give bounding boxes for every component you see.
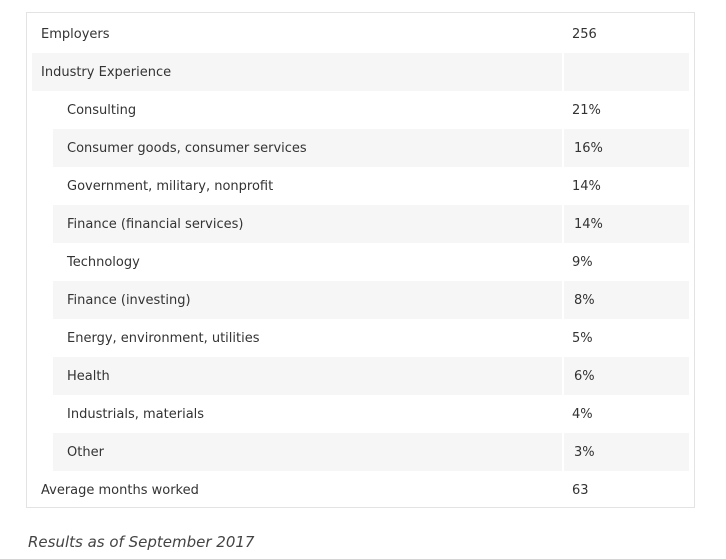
row-label: Technology [67,254,140,270]
table-row-other: Other 3% [32,433,689,471]
row-label: Industry Experience [32,53,562,91]
row-value: 8% [562,281,689,319]
row-value: 14% [562,205,689,243]
row-value: 6% [562,357,689,395]
row-label: Average months worked [41,482,199,498]
employment-stats-table: Employers 256 Industry Experience Consul… [26,12,695,508]
row-label: Energy, environment, utilities [67,330,260,346]
row-label: Consumer goods, consumer services [32,129,562,167]
table-row-government: Government, military, nonprofit 14% [32,167,689,205]
row-value: 21% [572,102,601,118]
table-row-technology: Technology 9% [32,243,689,281]
row-label: Other [32,433,562,471]
row-value: 256 [572,26,597,42]
row-value [562,53,689,91]
table-row-consumer-goods: Consumer goods, consumer services 16% [32,129,689,167]
row-label: Finance (financial services) [32,205,562,243]
row-value: 16% [562,129,689,167]
table-row-health: Health 6% [32,357,689,395]
row-value: 3% [562,433,689,471]
row-label: Industrials, materials [67,406,205,422]
row-value: 5% [572,330,593,346]
row-label: Employers [41,26,110,42]
table-row-industrials: Industrials, materials 4% [32,395,689,433]
table-row-finance-investing: Finance (investing) 8% [32,281,689,319]
table-row-employers: Employers 256 [32,15,689,53]
table-row-consulting: Consulting 21% [32,91,689,129]
row-value: 4% [572,406,593,422]
table-row-industry-experience: Industry Experience [32,53,689,91]
table-row-energy: Energy, environment, utilities 5% [32,319,689,357]
results-caption: Results as of September 2017 [28,533,255,551]
table-row-finance-services: Finance (financial services) 14% [32,205,689,243]
row-value: 63 [572,482,589,498]
row-label: Consulting [67,102,137,118]
row-value: 14% [572,178,601,194]
row-label: Health [32,357,562,395]
table-row-average-months: Average months worked 63 [32,471,689,509]
row-value: 9% [572,254,593,270]
row-label: Government, military, nonprofit [67,178,274,194]
row-label: Finance (investing) [32,281,562,319]
